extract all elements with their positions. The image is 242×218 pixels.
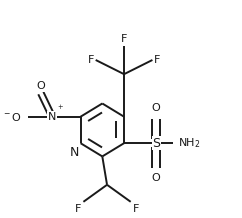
Text: F: F [121,34,127,44]
Text: $^+$: $^+$ [56,104,64,114]
Text: O: O [37,81,45,91]
Text: F: F [75,204,82,214]
Text: N: N [48,112,56,122]
Text: F: F [133,204,139,214]
Text: S: S [152,137,160,150]
Text: F: F [87,55,94,65]
Text: O: O [152,174,161,183]
Text: N: N [69,146,79,159]
Text: O: O [152,103,161,113]
Text: F: F [154,55,161,65]
Text: $^-$O: $^-$O [2,111,22,123]
Text: NH$_2$: NH$_2$ [178,136,201,150]
